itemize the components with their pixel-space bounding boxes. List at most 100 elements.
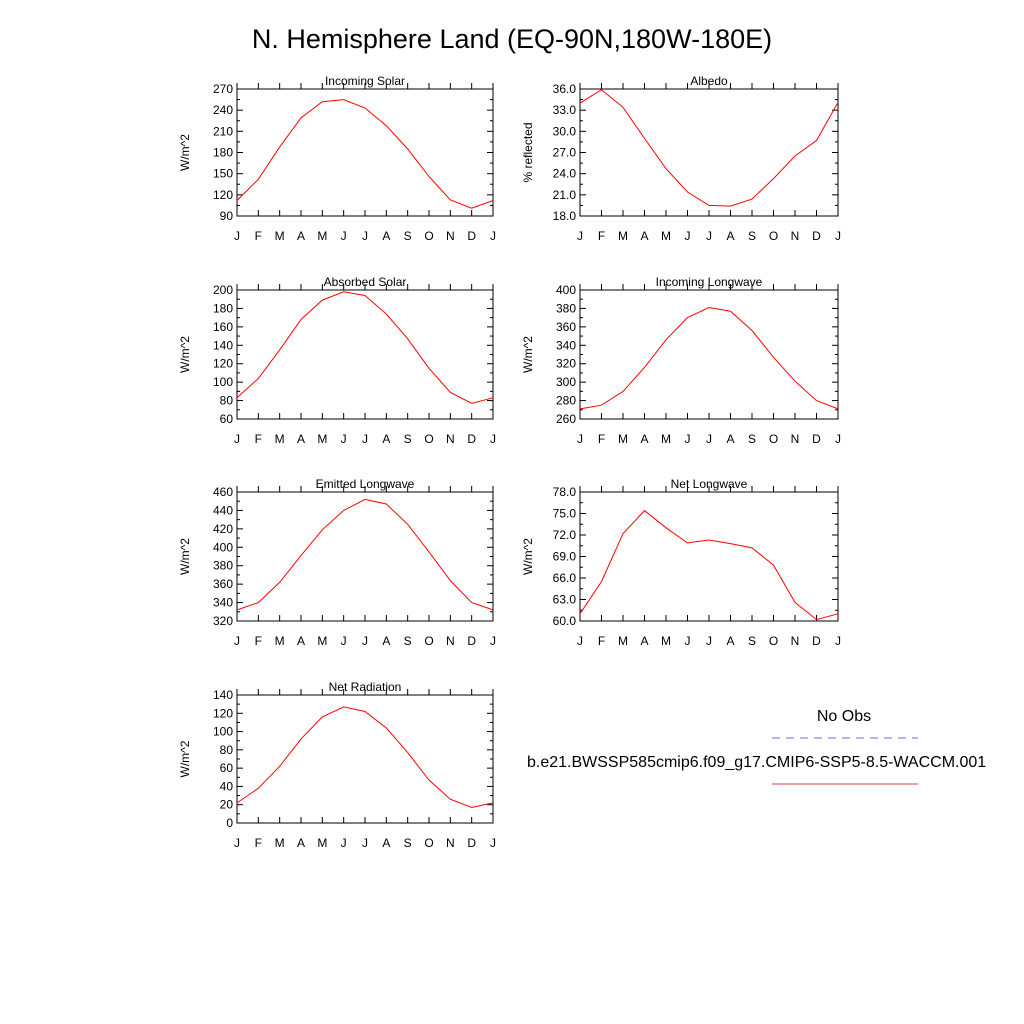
x-tick-label: S [748, 432, 756, 446]
x-tick-label: J [685, 229, 691, 243]
y-tick-label: 270 [213, 82, 233, 96]
x-tick-label: J [490, 634, 496, 648]
x-tick-label: M [275, 634, 285, 648]
y-tick-label: 72.0 [553, 528, 577, 542]
panel-title: Incoming Solar [325, 74, 405, 88]
x-tick-label: S [748, 634, 756, 648]
y-tick-label: 320 [213, 614, 233, 628]
panel-title: Albedo [690, 74, 728, 88]
y-tick-label: 420 [213, 522, 233, 536]
y-tick-label: 78.0 [553, 485, 577, 499]
y-tick-label: 36.0 [553, 82, 577, 96]
x-tick-label: F [598, 229, 605, 243]
x-tick-label: A [297, 634, 305, 648]
x-tick-label: D [812, 634, 821, 648]
x-tick-label: M [317, 229, 327, 243]
x-tick-label: M [317, 634, 327, 648]
x-tick-label: J [490, 432, 496, 446]
y-tick-label: 360 [213, 577, 233, 591]
x-tick-label: M [275, 432, 285, 446]
x-tick-label: J [706, 229, 712, 243]
y-tick-label: 180 [213, 301, 233, 315]
figure-title: N. Hemisphere Land (EQ-90N,180W-180E) [252, 24, 772, 54]
y-tick-label: 60 [220, 412, 234, 426]
legend-title: No Obs [817, 708, 871, 725]
x-tick-label: J [234, 432, 240, 446]
x-tick-label: J [835, 634, 841, 648]
y-tick-label: 440 [213, 503, 233, 517]
y-tick-label: 380 [556, 301, 576, 315]
panel-title: Absorbed Solar [324, 275, 407, 289]
panel-title: Net Radiation [329, 680, 402, 694]
x-tick-label: F [598, 432, 605, 446]
y-tick-label: 90 [220, 209, 234, 223]
x-tick-label: A [726, 432, 734, 446]
x-tick-label: J [362, 836, 368, 850]
y-tick-label: 66.0 [553, 571, 577, 585]
y-axis-label: W/m^2 [521, 336, 535, 373]
y-tick-label: 340 [213, 596, 233, 610]
y-tick-label: 200 [213, 283, 233, 297]
y-tick-label: 60.0 [553, 614, 577, 628]
x-tick-label: O [424, 229, 433, 243]
y-tick-label: 140 [213, 688, 233, 702]
x-tick-label: O [769, 432, 778, 446]
x-tick-label: J [577, 229, 583, 243]
x-tick-label: M [275, 229, 285, 243]
x-tick-label: A [640, 634, 648, 648]
plot-frame [236, 694, 494, 824]
y-tick-label: 160 [213, 320, 233, 334]
x-tick-label: J [234, 836, 240, 850]
x-tick-label: D [467, 836, 476, 850]
x-tick-label: A [297, 432, 305, 446]
x-tick-label: J [685, 432, 691, 446]
x-tick-label: S [404, 836, 412, 850]
x-tick-label: J [341, 634, 347, 648]
y-tick-label: 140 [213, 338, 233, 352]
x-tick-label: J [490, 836, 496, 850]
y-tick-label: 30.0 [553, 124, 577, 138]
x-tick-label: J [362, 432, 368, 446]
x-tick-label: M [618, 432, 628, 446]
x-tick-label: J [362, 634, 368, 648]
y-tick-label: 380 [213, 559, 233, 573]
x-tick-label: F [255, 229, 262, 243]
x-tick-label: M [275, 836, 285, 850]
y-tick-label: 120 [213, 706, 233, 720]
y-tick-label: 63.0 [553, 593, 577, 607]
x-tick-label: F [255, 432, 262, 446]
x-tick-label: F [255, 634, 262, 648]
y-tick-label: 100 [213, 375, 233, 389]
x-tick-label: O [424, 634, 433, 648]
x-tick-label: N [446, 432, 455, 446]
x-tick-label: A [382, 432, 390, 446]
y-tick-label: 120 [213, 357, 233, 371]
x-tick-label: M [618, 229, 628, 243]
y-tick-label: 21.0 [553, 188, 577, 202]
y-tick-label: 360 [556, 320, 576, 334]
x-tick-label: O [769, 229, 778, 243]
x-tick-label: J [362, 229, 368, 243]
x-tick-label: A [726, 229, 734, 243]
x-tick-label: S [404, 634, 412, 648]
y-tick-label: 60 [220, 761, 234, 775]
plot-frame [579, 289, 839, 420]
x-tick-label: N [791, 432, 800, 446]
legend: No Obs b.e21.BWSSP585cmip6.f09_g17.CMIP6… [527, 708, 986, 785]
x-tick-label: A [382, 836, 390, 850]
x-tick-label: M [661, 634, 671, 648]
y-tick-label: 27.0 [553, 146, 577, 160]
x-tick-label: J [577, 432, 583, 446]
y-tick-label: 80 [220, 743, 234, 757]
x-tick-label: N [791, 229, 800, 243]
x-tick-label: J [341, 836, 347, 850]
y-tick-label: 75.0 [553, 507, 577, 521]
y-axis-label: W/m^2 [521, 538, 535, 575]
